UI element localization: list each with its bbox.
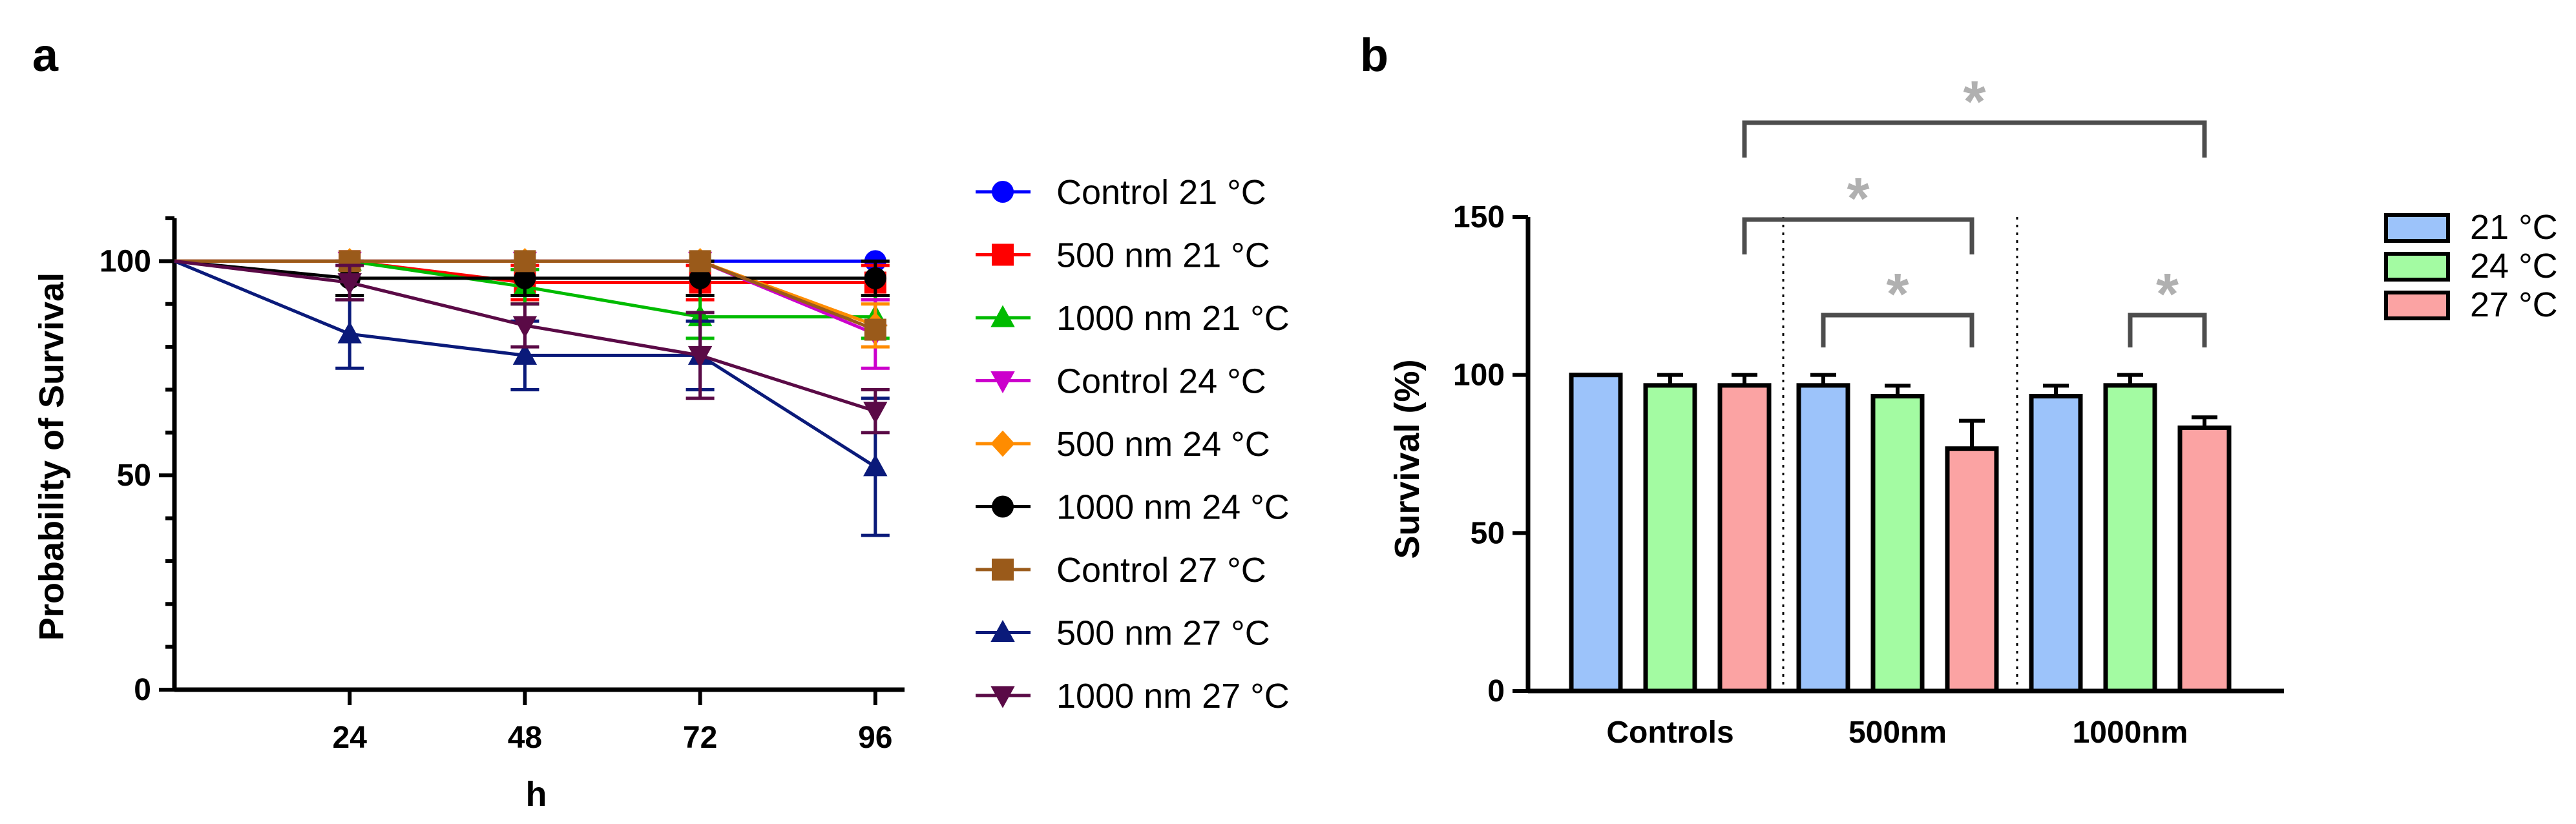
data-point	[864, 267, 886, 289]
legend-label: Control 21 °C	[1056, 173, 1266, 212]
data-point	[514, 267, 536, 289]
y-axis-title: Survival (%)	[1388, 359, 1427, 559]
data-point	[687, 345, 713, 368]
legend-marker	[990, 686, 1015, 708]
y-tick-label: 0	[134, 673, 151, 707]
legend-label: 500 nm 24 °C	[1056, 425, 1270, 464]
y-axis-title: Probability of Survival	[32, 273, 71, 641]
y-tick-label: 50	[117, 458, 151, 493]
legend-marker	[992, 559, 1014, 581]
legend-marker	[990, 371, 1015, 394]
bar	[1717, 383, 1772, 694]
data-point	[689, 250, 711, 273]
bar	[1870, 393, 1925, 694]
legend-swatch	[2384, 291, 2450, 320]
significance-star: *	[1847, 167, 1869, 231]
legend-label: 500 nm 27 °C	[1056, 614, 1270, 653]
bar	[2029, 393, 2083, 694]
legend-label: 21 °C	[2470, 208, 2558, 247]
x-tick-label: 72	[683, 721, 717, 755]
legend-swatch	[2384, 252, 2450, 282]
data-point	[689, 267, 711, 289]
legend-marker	[992, 181, 1014, 203]
legend-label: 500 nm 21 °C	[1056, 236, 1270, 275]
significance-bracket	[1742, 217, 1974, 254]
x-category-label: 500nm	[1848, 716, 1947, 750]
x-category-label: Controls	[1606, 716, 1733, 750]
data-point	[337, 321, 362, 344]
y-tick-label: 150	[1453, 200, 1505, 234]
legend-marker	[992, 495, 1014, 518]
series-7	[174, 260, 890, 537]
x-tick-label: 24	[333, 721, 368, 755]
y-tick-label: 50	[1471, 516, 1505, 550]
data-point	[863, 402, 888, 424]
x-tick-label: 96	[858, 721, 892, 755]
line-chart-panel-a: 0 50 100 24 48 72 96 h Probability of Survival Co…	[32, 173, 1290, 814]
data-point	[337, 273, 362, 296]
series-6	[174, 250, 886, 341]
legend-label: 24 °C	[2470, 247, 2558, 285]
legend-marker	[992, 243, 1014, 266]
series-8	[174, 259, 890, 435]
legend-label: 1000 nm 24 °C	[1056, 488, 1290, 527]
data-point	[864, 318, 886, 341]
legend-label: 27 °C	[2470, 285, 2558, 324]
panel-label-b: b	[1360, 30, 1388, 81]
x-tick-label: 48	[508, 721, 542, 755]
legend-marker	[990, 619, 1015, 642]
legend-marker	[990, 305, 1015, 327]
y-tick-label: 100	[99, 244, 151, 278]
data-point	[512, 316, 538, 338]
y-tick-label: 100	[1453, 358, 1505, 393]
legend-label: 1000 nm 21 °C	[1056, 299, 1290, 338]
bar	[1945, 446, 1999, 694]
significance-star: *	[1886, 262, 1909, 327]
bar	[1569, 373, 1623, 694]
significance-bracket	[2128, 313, 2207, 347]
legend-marker	[990, 430, 1015, 457]
bar	[1643, 383, 1697, 694]
data-point	[863, 454, 888, 477]
x-axis-title: h	[526, 775, 547, 814]
bar	[2103, 383, 2157, 694]
data-point	[514, 250, 536, 273]
significance-bracket	[1821, 313, 1974, 347]
legend-label: 1000 nm 27 °C	[1056, 677, 1290, 716]
y-tick-label: 0	[1487, 674, 1505, 708]
significance-bracket	[1742, 120, 2207, 158]
panel-label-a: a	[32, 30, 59, 81]
data-point	[512, 342, 538, 365]
significance-star: *	[1963, 70, 1985, 134]
legend-label: Control 24 °C	[1056, 362, 1266, 401]
significance-star: *	[2156, 262, 2179, 327]
bar	[1796, 383, 1850, 694]
bar	[2177, 425, 2232, 694]
legend-label: Control 27 °C	[1056, 551, 1266, 590]
bar-chart-panel-b: Controls 500nm 1000nm 0 50 100 150 Survival (%)…	[1388, 70, 2558, 750]
x-category-label: 1000nm	[2073, 716, 2188, 750]
legend-swatch	[2384, 213, 2450, 243]
